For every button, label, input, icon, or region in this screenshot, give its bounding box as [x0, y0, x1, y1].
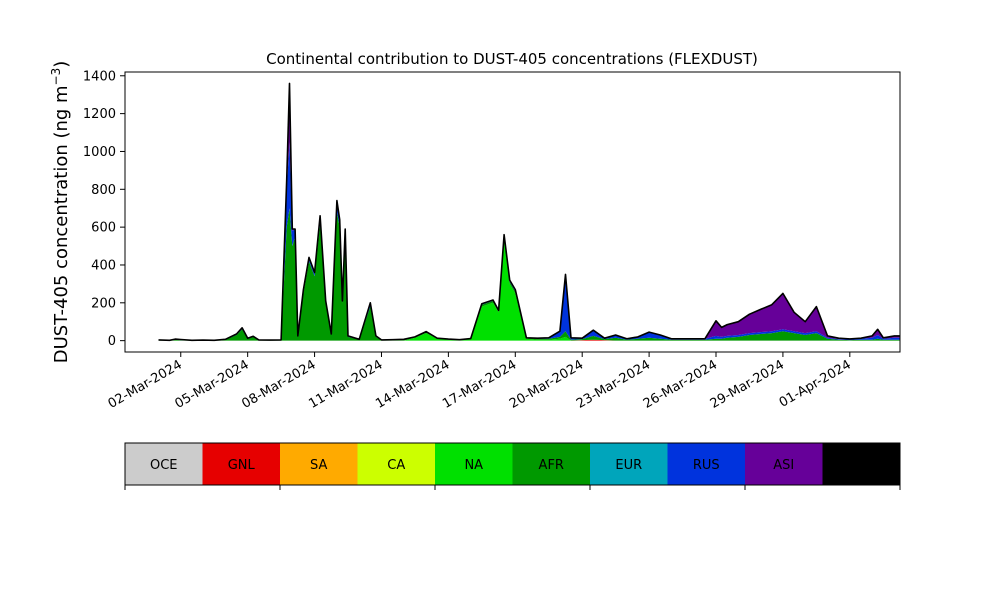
y-axis: 0 200 400 600 800 1000 1200 1400	[83, 69, 125, 349]
x-tick-label: 14-Mar-2024	[373, 357, 452, 411]
x-tick-label: 05-Mar-2024	[173, 357, 252, 411]
x-axis: 02-Mar-202405-Mar-202408-Mar-202411-Mar-…	[106, 352, 854, 412]
x-tick-label: 23-Mar-2024	[574, 357, 653, 411]
legend-swatch-eur	[590, 443, 668, 485]
x-tick-label: 08-Mar-2024	[239, 357, 318, 411]
chart-title: Continental contribution to DUST-405 con…	[266, 50, 758, 68]
legend-frame	[124, 442, 901, 486]
y-axis-label-text: DUST-405 concentration (ng m	[51, 85, 72, 363]
y-tick-label: 1000	[83, 145, 116, 160]
x-tick-label: 29-Mar-2024	[708, 357, 787, 411]
legend-swatch-ca	[357, 443, 436, 485]
legend-label-sa: SA	[310, 458, 327, 473]
x-tick-label: 17-Mar-2024	[440, 357, 519, 411]
y-tick-label: 0	[108, 334, 116, 349]
y-tick-label: 200	[91, 296, 116, 311]
legend-swatch-afr	[512, 443, 591, 485]
y-tick-label: 800	[91, 183, 116, 198]
area-afr	[158, 208, 900, 341]
legend-swatch-oce	[125, 443, 203, 485]
legend-label-gnl: GNL	[228, 458, 256, 473]
legend-swatch-na	[435, 443, 513, 485]
y-axis-label-close: )	[51, 61, 72, 68]
legend-label-na: NA	[464, 458, 483, 473]
legend-swatch-sa	[280, 443, 358, 485]
x-tick-label: 01-Apr-2024	[777, 357, 854, 410]
y-tick-label: 600	[91, 221, 116, 236]
y-tick-label: 1400	[83, 69, 116, 84]
legend-swatch-rus	[667, 443, 746, 485]
legend-colorbar: OCE GNL SA CA NA AFR EUR RUS ASI AUS	[125, 443, 901, 485]
legend-swatch-asi	[745, 443, 823, 485]
area-asi	[158, 104, 900, 341]
x-tick-label: 02-Mar-2024	[106, 357, 185, 411]
y-axis-label-exponent: −3	[49, 68, 63, 86]
y-tick-label: 1200	[83, 107, 116, 122]
stacked-areas	[158, 83, 900, 341]
x-tick-label: 20-Mar-2024	[507, 357, 586, 411]
y-axis-label: DUST-405 concentration (ng m−3)	[49, 61, 72, 364]
legend-label-ca: CA	[387, 458, 405, 473]
legend-swatch-gnl	[202, 443, 281, 485]
total-concentration-line	[158, 82, 900, 342]
legend-label-oce: OCE	[150, 458, 178, 473]
legend-label-aus: AUS	[848, 458, 875, 473]
legend-swatch-aus	[822, 443, 901, 485]
x-tick-label: 26-Mar-2024	[641, 357, 720, 411]
plot-frame	[124, 71, 901, 353]
legend-label-asi: ASI	[773, 458, 794, 473]
legend-label-eur: EUR	[615, 458, 642, 473]
legend-label-rus: RUS	[693, 458, 720, 473]
legend-ticks	[124, 485, 901, 490]
y-tick-label: 400	[91, 258, 116, 273]
x-tick-label: 11-Mar-2024	[306, 357, 385, 411]
legend-label-afr: AFR	[539, 458, 564, 473]
